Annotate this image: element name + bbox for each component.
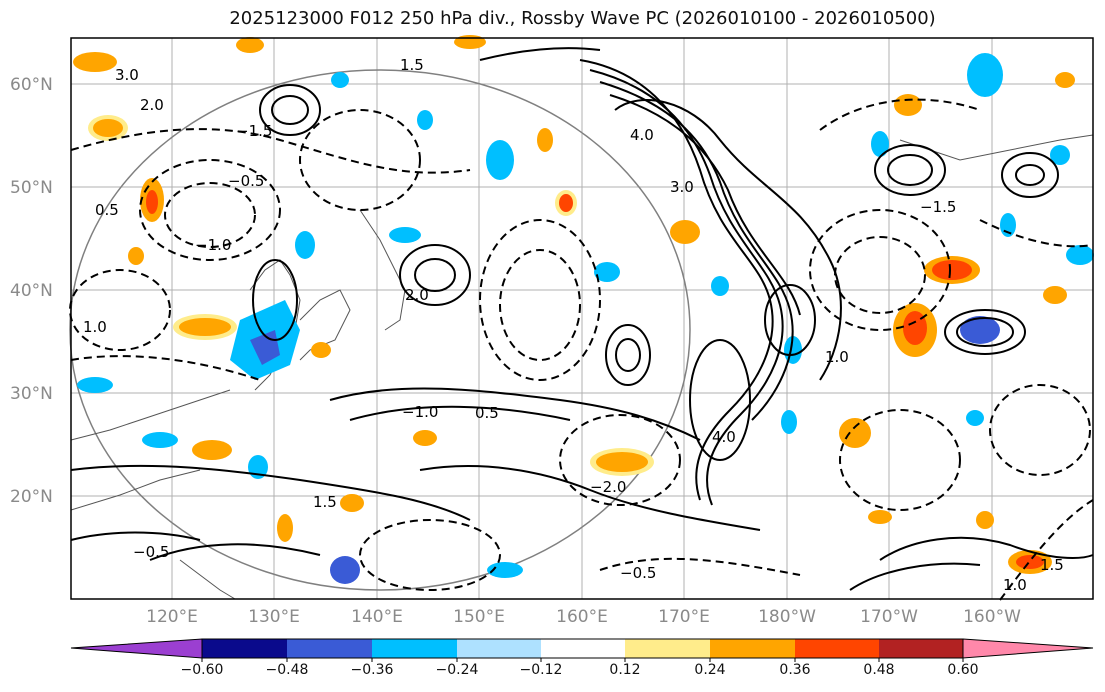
lon-label: 140°E — [351, 607, 403, 627]
colorbar-tick: 0.24 — [694, 662, 726, 678]
colorbar-tick: 0.12 — [609, 662, 641, 678]
contour-label: 0.5 — [95, 201, 119, 219]
colorbar-segment — [795, 639, 879, 658]
contour-label: −1.5 — [920, 198, 956, 216]
lon-label: 150°E — [453, 607, 505, 627]
colorbar-tick: −0.24 — [435, 662, 479, 678]
colorbar-segment — [70, 638, 203, 659]
colorbar-segment — [202, 639, 287, 658]
coastline — [70, 134, 1094, 600]
contour-label: 1.0 — [1003, 576, 1027, 594]
lat-label: 40°N — [10, 281, 53, 301]
colorbar-tick: −0.12 — [519, 662, 563, 678]
lat-label: 20°N — [10, 487, 53, 507]
negative-contours — [69, 98, 1094, 601]
contour-label: 1.0 — [83, 318, 107, 336]
map-title: 2025123000 F012 250 hPa div., Rossby Wav… — [229, 8, 936, 29]
colorbar-segment — [962, 638, 1094, 659]
colorbar-segment — [287, 639, 372, 658]
colorbar-tick: 0.48 — [863, 662, 895, 678]
colorbar-tick: 0.60 — [947, 662, 979, 678]
contour-label: −1.0 — [195, 236, 231, 254]
lon-label: 130°E — [248, 607, 300, 627]
colorbar-tick: −0.36 — [350, 662, 394, 678]
lat-label: 60°N — [10, 75, 53, 95]
contour-label: 1.5 — [1040, 556, 1064, 574]
lon-label: 170°E — [658, 607, 710, 627]
contour-label: 3.0 — [115, 66, 139, 84]
colorbar-segment — [710, 639, 795, 658]
contour-label: 4.0 — [630, 126, 654, 144]
lon-label: 160°W — [963, 607, 1021, 627]
lon-label: 120°E — [146, 607, 198, 627]
contour-label: 1.5 — [313, 493, 337, 511]
lon-label: 160°E — [556, 607, 608, 627]
contour-label: −0.5 — [133, 543, 169, 561]
colorbar-segment — [457, 639, 541, 658]
lon-label: 170°W — [860, 607, 918, 627]
colorbar-frame — [201, 638, 964, 659]
lat-label: 30°N — [10, 384, 53, 404]
rossby-circle — [69, 69, 691, 591]
contour-label: −2.0 — [590, 478, 626, 496]
colorbar-segment — [879, 639, 963, 658]
contour-label: −1.5 — [236, 122, 272, 140]
colorbar-tick: 0.36 — [779, 662, 811, 678]
contour-label: 2.0 — [140, 96, 164, 114]
colorbar-tick: −0.48 — [265, 662, 309, 678]
contour-label: 3.0 — [670, 178, 694, 196]
contour-label: 1.5 — [400, 56, 424, 74]
colorbar-segment — [625, 639, 710, 658]
contour-label: 1.0 — [825, 348, 849, 366]
colorbar-segment — [541, 639, 625, 658]
contour-labels: 3.0 2.0 1.5 0.5 −1.0 −0.5 1.0 4.0 3.0 2.… — [83, 56, 1064, 594]
contour-label: 2.0 — [405, 286, 429, 304]
positive-contours — [70, 47, 1094, 591]
colorbar-segment — [372, 639, 457, 658]
contour-label: 4.0 — [712, 428, 736, 446]
contour-label: 0.5 — [475, 404, 499, 422]
contour-label: −0.5 — [620, 564, 656, 582]
lat-label: 50°N — [10, 178, 53, 198]
colorbar — [70, 638, 1094, 662]
colorbar-tick: −0.60 — [180, 662, 224, 678]
contour-label: −1.0 — [402, 403, 438, 421]
map-frame — [70, 37, 1094, 600]
contour-label: −0.5 — [228, 172, 264, 190]
lon-label: 180°W — [758, 607, 816, 627]
